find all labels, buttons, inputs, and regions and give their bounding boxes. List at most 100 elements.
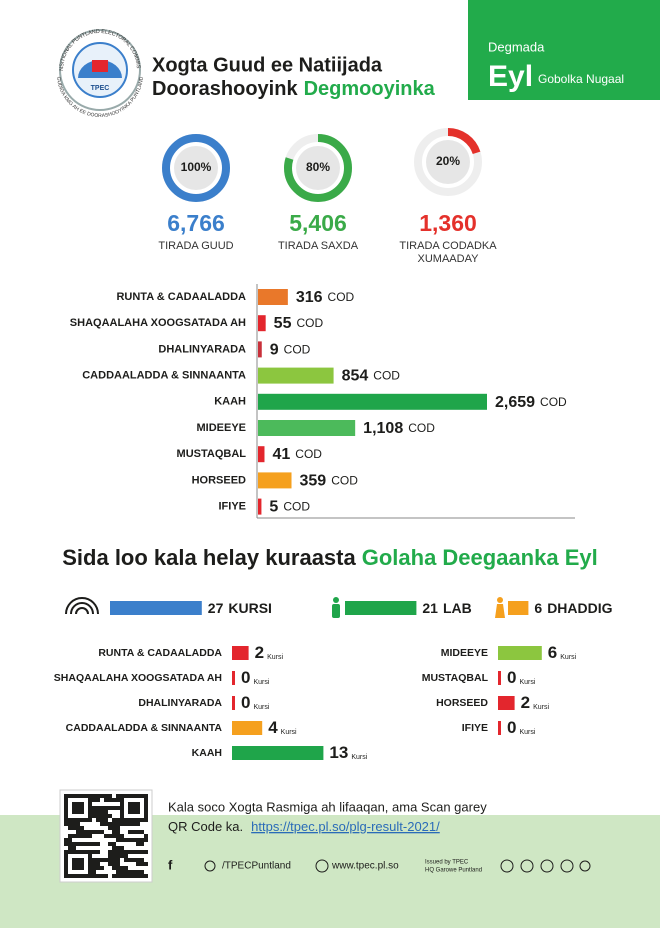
qr-module (88, 842, 92, 846)
vote-bar (258, 315, 266, 332)
qr-module (72, 862, 76, 866)
qr-module (100, 806, 104, 810)
qr-module (112, 866, 116, 870)
qr-module (68, 846, 72, 850)
qr-module (112, 846, 116, 850)
vote-bar (258, 420, 356, 436)
qr-module (144, 810, 148, 814)
ring-arc (162, 134, 230, 202)
vote-value: 41 (272, 446, 290, 463)
qr-module (96, 850, 100, 854)
party-name: KAAH (214, 396, 246, 408)
qr-module (120, 806, 124, 810)
qr-module (72, 802, 76, 806)
qr-module (140, 842, 144, 846)
qr-module (64, 810, 68, 814)
partner-icons (500, 859, 591, 873)
qr-module (64, 874, 68, 878)
seat-total-bar (345, 601, 417, 615)
qr-module (72, 842, 76, 846)
qr-module (104, 798, 108, 802)
qr-module (64, 814, 68, 818)
qr-module (116, 846, 120, 850)
qr-module (80, 850, 84, 854)
qr-module (92, 794, 96, 798)
qr-module (132, 794, 136, 798)
qr-module (80, 794, 84, 798)
qr-module (120, 798, 124, 802)
male-icon (332, 597, 340, 618)
seat-bar (232, 721, 263, 735)
ring-arc (414, 128, 482, 196)
seat-value: 0 (241, 693, 250, 712)
vote-bar (258, 498, 262, 515)
qr-module (136, 850, 140, 854)
vote-bar (258, 341, 262, 358)
issued2: HQ Garowe Puntland (425, 868, 482, 874)
qr-module (96, 814, 100, 818)
qr-module (68, 822, 72, 826)
vote-unit: COD (283, 500, 310, 514)
seat-total-bar (110, 601, 202, 615)
qr-module (132, 818, 136, 822)
qr-module (100, 830, 104, 834)
qr-module (64, 866, 68, 870)
qr-module (136, 842, 140, 846)
qr-module (76, 866, 80, 870)
qr-module (84, 834, 88, 838)
qr-module (96, 862, 100, 866)
qr-module (96, 818, 100, 822)
qr-module (72, 874, 76, 878)
qr-module (112, 858, 116, 862)
qr-module (120, 846, 124, 850)
vote-value: 5 (269, 499, 278, 516)
qr-module (88, 870, 92, 874)
district: Eyl (488, 60, 533, 93)
qr-module (72, 866, 76, 870)
qr-module (88, 850, 92, 854)
qr-module (64, 798, 68, 802)
vote-unit: COD (331, 474, 358, 488)
qr-module (64, 806, 68, 810)
district-label: Degmada (488, 39, 545, 54)
summary-count: 5,406 (289, 210, 347, 236)
qr-module (112, 830, 116, 834)
seat-party: DHALINYARADA (138, 697, 222, 709)
qr-module (124, 858, 128, 862)
qr-module (120, 834, 124, 838)
seat-total-unit: KURSI (228, 600, 272, 616)
qr-module (68, 874, 72, 878)
vote-label: 2,659 COD (495, 394, 567, 411)
website: www.tpec.pl.so (331, 861, 399, 872)
qr-module (108, 842, 112, 846)
seat-label: 13 Kursi (329, 743, 367, 762)
summary-label: TIRADA CODADKA (399, 240, 497, 252)
qr-module (144, 862, 148, 866)
qr-module (136, 794, 140, 798)
qr-module (72, 794, 76, 798)
seat-value: 6 (548, 643, 557, 662)
seat-unit: Kursi (253, 679, 269, 686)
qr-module (124, 850, 128, 854)
qr-module (132, 838, 136, 842)
qr-module (80, 830, 84, 834)
qr-module (108, 858, 112, 862)
seat-total-label: 21 LAB (422, 600, 471, 616)
qr-module (64, 862, 68, 866)
ring-inner (296, 146, 340, 190)
qr-module (124, 794, 128, 798)
seat-label: 0 Kursi (241, 693, 270, 712)
qr-module (92, 806, 96, 810)
qr-module (100, 794, 104, 798)
qr-module (108, 806, 112, 810)
qr-module (116, 850, 120, 854)
qr-module (112, 806, 116, 810)
qr-module (132, 850, 136, 854)
qr-module (84, 842, 88, 846)
qr-module (116, 826, 120, 830)
seat-bar (232, 646, 249, 660)
footer-link[interactable]: https://tpec.pl.so/plg-result-2021/ (251, 819, 440, 834)
ring-inner (174, 146, 218, 190)
qr-module (96, 798, 100, 802)
qr-module (88, 858, 92, 862)
